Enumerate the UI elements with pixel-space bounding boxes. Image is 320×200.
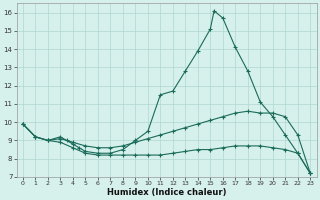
X-axis label: Humidex (Indice chaleur): Humidex (Indice chaleur) bbox=[107, 188, 226, 197]
